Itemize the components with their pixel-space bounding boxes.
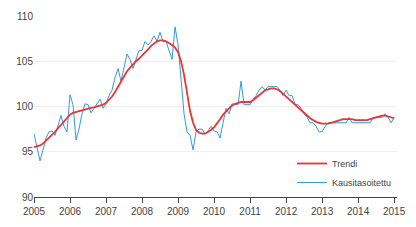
- svg-text:Kausitasoitettu: Kausitasoitettu: [332, 178, 391, 188]
- svg-text:100: 100: [16, 101, 33, 112]
- svg-text:105: 105: [16, 56, 33, 67]
- svg-text:2008: 2008: [131, 206, 154, 217]
- svg-text:2005: 2005: [23, 206, 46, 217]
- svg-text:2006: 2006: [59, 206, 82, 217]
- svg-text:110: 110: [17, 11, 33, 22]
- svg-text:2009: 2009: [167, 206, 190, 217]
- svg-text:2010: 2010: [203, 206, 226, 217]
- svg-text:2012: 2012: [275, 206, 298, 217]
- svg-text:90: 90: [22, 192, 34, 203]
- svg-text:95: 95: [22, 146, 34, 157]
- svg-text:2015: 2015: [383, 206, 406, 217]
- svg-text:2011: 2011: [239, 206, 261, 217]
- svg-text:2007: 2007: [95, 206, 118, 217]
- svg-text:2013: 2013: [311, 206, 334, 217]
- svg-text:2014: 2014: [347, 206, 370, 217]
- svg-text:Trendi: Trendi: [332, 159, 357, 169]
